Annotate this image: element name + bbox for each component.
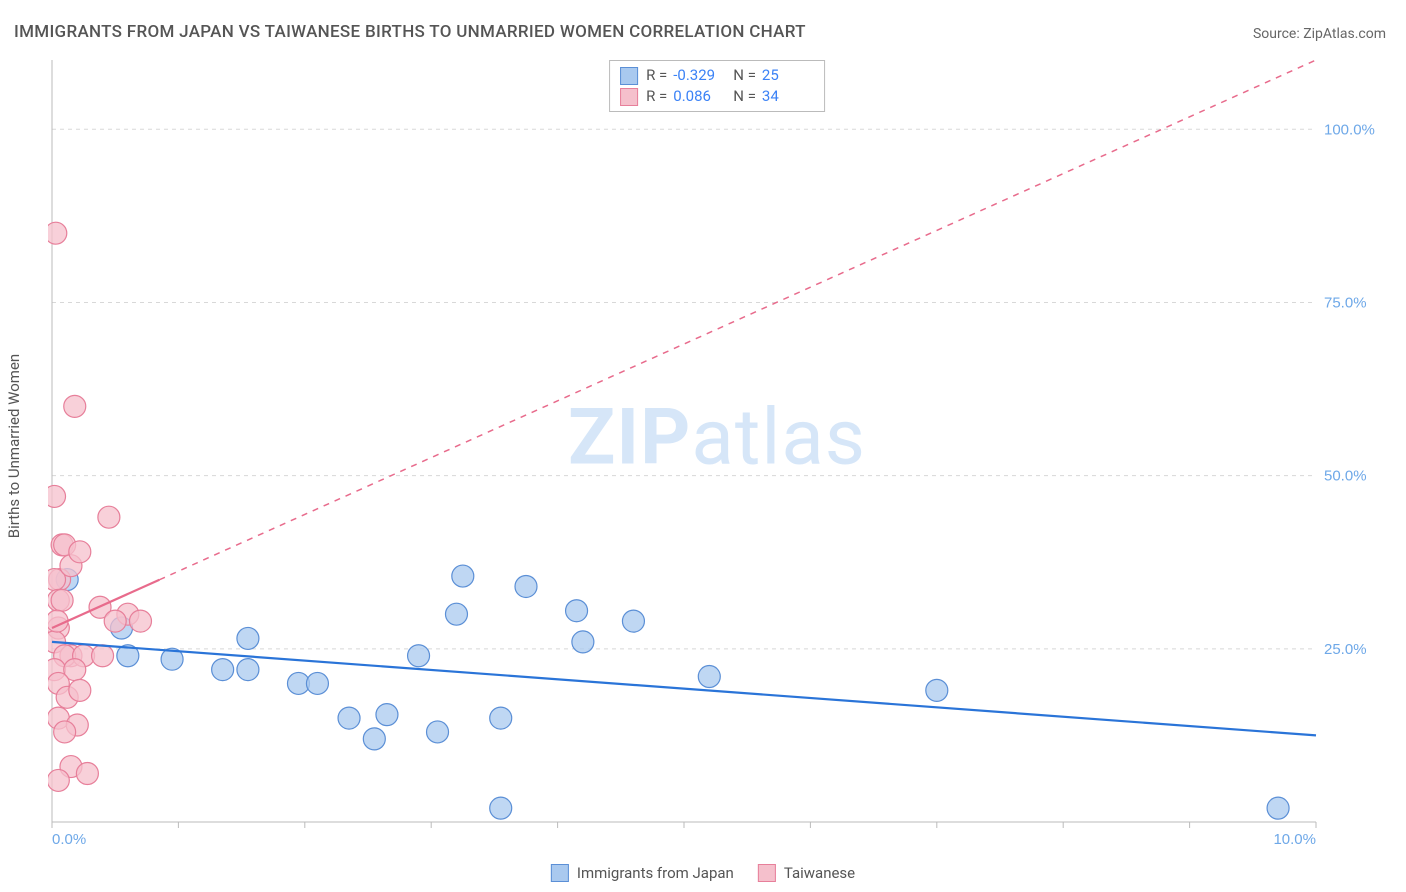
swatch-taiwan [758, 864, 776, 882]
stats-legend-box: R = -0.329 N = 25 R = 0.086 N = 34 [609, 60, 825, 112]
stats-row-japan: R = -0.329 N = 25 [620, 65, 814, 86]
swatch-taiwan [620, 88, 638, 106]
legend-item-japan: Immigrants from Japan [551, 864, 734, 882]
r-label: R = [646, 86, 667, 107]
n-label: N = [733, 65, 756, 86]
legend-item-taiwan: Taiwanese [758, 864, 855, 882]
swatch-japan [551, 864, 569, 882]
n-label: N = [733, 86, 756, 107]
n-value-taiwan: 34 [762, 86, 814, 107]
svg-text:50.0%: 50.0% [1324, 468, 1367, 485]
chart-area: 25.0%50.0%75.0%100.0%0.0%10.0% ZIPatlas … [48, 56, 1386, 852]
r-value-japan: -0.329 [673, 65, 725, 86]
stats-row-taiwan: R = 0.086 N = 34 [620, 86, 814, 107]
legend-label-japan: Immigrants from Japan [577, 864, 734, 882]
svg-text:0.0%: 0.0% [52, 831, 86, 848]
legend-label-taiwan: Taiwanese [784, 864, 855, 882]
scatter-chart: 25.0% 50.0% 75.0% 100.0% 0.0% 10.0% [48, 56, 1386, 852]
svg-text:10.0%: 10.0% [1273, 831, 1316, 848]
bottom-legend: Immigrants from Japan Taiwanese [551, 864, 855, 882]
svg-text:25.0%: 25.0% [1324, 641, 1367, 658]
chart-title: IMMIGRANTS FROM JAPAN VS TAIWANESE BIRTH… [14, 22, 806, 42]
n-value-japan: 25 [762, 65, 814, 86]
r-value-taiwan: 0.086 [673, 86, 725, 107]
source-label: Source: ZipAtlas.com [1253, 26, 1386, 42]
y-axis-label: Births to Unmarried Women [5, 354, 23, 538]
svg-text:75.0%: 75.0% [1324, 294, 1367, 311]
swatch-japan [620, 67, 638, 85]
r-label: R = [646, 65, 667, 86]
svg-text:100.0%: 100.0% [1324, 121, 1375, 138]
